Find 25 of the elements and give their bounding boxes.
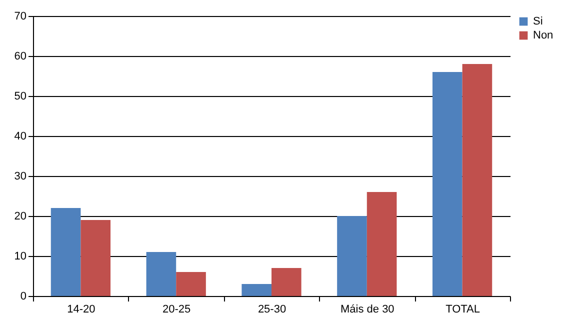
bar xyxy=(80,220,111,296)
y-tick-label: 30 xyxy=(14,170,26,182)
x-tick-label: Máis de 30 xyxy=(340,304,394,316)
bar xyxy=(366,192,397,296)
y-tick-label: 70 xyxy=(14,10,26,22)
x-tick-label: 20-25 xyxy=(162,304,191,316)
bar xyxy=(432,72,462,296)
legend-label: Non xyxy=(533,30,554,42)
y-tick-label: 40 xyxy=(14,130,26,142)
y-tick-label: 50 xyxy=(14,90,26,102)
bar xyxy=(146,252,176,296)
x-tick-label: TOTAL xyxy=(446,304,480,316)
bar xyxy=(462,64,492,296)
y-tick-label: 20 xyxy=(14,210,26,222)
bar xyxy=(272,268,302,296)
y-tick-label: 10 xyxy=(14,250,26,262)
y-tick-label: 60 xyxy=(14,50,26,62)
bar xyxy=(337,216,367,296)
legend-label: Si xyxy=(533,16,543,28)
bar xyxy=(242,284,272,296)
x-tick-label: 25-30 xyxy=(258,304,286,316)
x-tick-label: 14-20 xyxy=(67,304,96,316)
bar xyxy=(50,208,81,296)
y-tick-label: 0 xyxy=(20,290,26,302)
bar xyxy=(176,272,206,296)
